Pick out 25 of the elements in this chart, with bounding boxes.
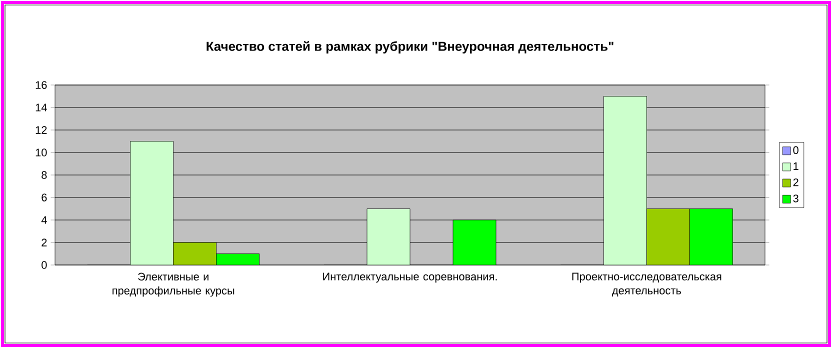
legend-label: 0: [793, 146, 798, 154]
x-tick-label: Интеллектуальные соревнования.: [323, 272, 497, 283]
bar: [216, 254, 260, 265]
y-tick-label: 12: [36, 126, 47, 134]
y-tick-label: 0: [42, 261, 47, 269]
legend-label: 1: [794, 162, 798, 170]
bar: [173, 242, 217, 265]
bar: [130, 141, 174, 265]
x-tick-label: Элективные и предпрофильные курсы: [112, 272, 234, 297]
bar: [452, 220, 496, 265]
legend-label: 2: [793, 178, 798, 186]
y-tick-label: 6: [42, 194, 47, 202]
legend-label: 3: [793, 194, 798, 202]
y-tick-label: 10: [36, 148, 47, 156]
bar: [646, 208, 690, 265]
y-tick-label: 14: [36, 104, 47, 112]
y-tick-label: 2: [42, 238, 47, 246]
chart-title: Качество статей в рамках рубрики "Внеурочная деятельность": [206, 41, 614, 54]
y-tick-label: 4: [41, 216, 47, 224]
bar: [366, 208, 410, 265]
y-tick-label: 16: [36, 81, 47, 89]
y-tick-label: 8: [42, 171, 47, 179]
bar: [689, 208, 733, 265]
bar: [603, 96, 647, 265]
x-tick-label: Проектно-исследовательская деятельность: [572, 272, 722, 296]
